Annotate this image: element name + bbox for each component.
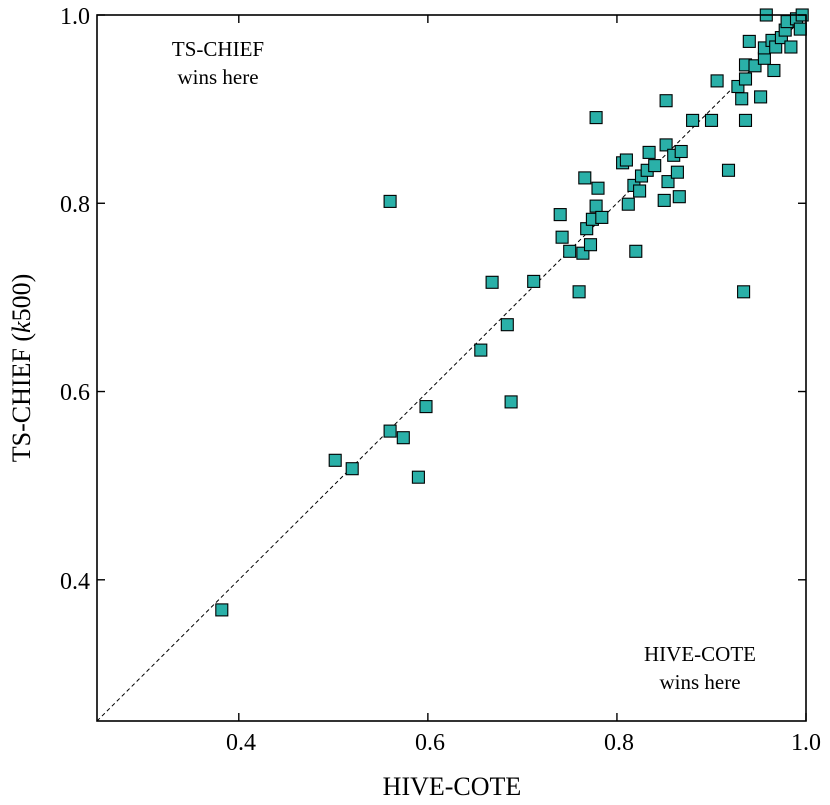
data-point-36 [657, 193, 671, 207]
data-point-3 [383, 424, 397, 438]
y-tick-label-0: 0.4 [60, 569, 90, 595]
x-tick-label-1: 0.6 [415, 730, 445, 756]
data-point-0 [215, 603, 229, 617]
data-point-31 [633, 184, 647, 198]
y-axis-label-italic: k [7, 321, 36, 333]
y-tick-label-3: 1.0 [60, 4, 90, 30]
annotation-ts-chief-line2: wins here [177, 65, 258, 89]
data-point-6 [419, 400, 433, 414]
annotation-ts-chief-line1: TS-CHIEF [172, 37, 264, 61]
data-point-20 [583, 238, 598, 252]
x-tick-label-2: 0.8 [604, 730, 634, 756]
plot-frame [96, 14, 807, 722]
data-point-5 [411, 470, 425, 484]
data-point-30 [629, 244, 643, 258]
x-axis-label: HIVE-COTE [383, 772, 522, 801]
y-axis-label: TS-CHIEF (k500) [7, 274, 36, 463]
data-point-1 [328, 453, 342, 467]
data-point-68 [793, 22, 807, 36]
data-point-46 [710, 74, 724, 88]
reference-diagonal [96, 14, 807, 722]
data-point-44 [686, 113, 700, 127]
data-point-38 [659, 94, 673, 108]
data-point-50 [737, 285, 751, 299]
data-points [215, 8, 809, 617]
x-tick-label-0: 0.4 [226, 730, 256, 756]
data-point-24 [591, 181, 605, 195]
y-tick-label-2: 0.8 [60, 192, 90, 218]
data-point-16 [572, 285, 586, 299]
data-point-15 [563, 244, 577, 258]
data-point-56 [754, 90, 768, 104]
y-tick-label-1: 0.6 [60, 380, 90, 406]
data-point-42 [672, 190, 686, 204]
data-point-7 [383, 194, 397, 208]
data-point-54 [742, 34, 756, 48]
data-point-11 [504, 395, 518, 409]
data-point-53 [738, 72, 753, 86]
data-point-43 [674, 144, 688, 159]
data-point-37 [659, 138, 673, 152]
data-point-51 [738, 113, 753, 127]
data-point-2 [345, 462, 359, 476]
data-point-12 [527, 274, 541, 288]
data-point-14 [555, 230, 569, 244]
y-axis-label-prefix: TS-CHIEF ( [7, 333, 36, 462]
data-point-28 [621, 197, 635, 211]
data-point-8 [474, 343, 488, 357]
axis-ticks [97, 14, 807, 721]
data-point-9 [485, 275, 499, 289]
data-point-49 [735, 92, 749, 106]
data-point-61 [767, 63, 781, 78]
data-point-13 [553, 208, 567, 222]
data-point-34 [642, 145, 656, 159]
annotation-hive-cote-line2: wins here [659, 670, 740, 694]
data-point-47 [721, 163, 736, 177]
data-point-35 [648, 159, 662, 173]
data-point-25 [595, 210, 609, 224]
x-tick-label-3: 1.0 [791, 730, 821, 756]
y-axis-label-suffix: 500) [7, 274, 36, 322]
data-point-23 [589, 111, 603, 125]
data-point-66 [784, 40, 798, 54]
data-point-22 [589, 199, 603, 213]
annotation-hive-cote-line1: HIVE-COTE [644, 642, 756, 666]
data-point-45 [704, 113, 719, 127]
data-point-4 [396, 431, 410, 445]
data-point-27 [619, 153, 633, 167]
data-point-18 [578, 171, 592, 185]
data-point-10 [500, 318, 514, 332]
data-point-41 [670, 165, 684, 179]
